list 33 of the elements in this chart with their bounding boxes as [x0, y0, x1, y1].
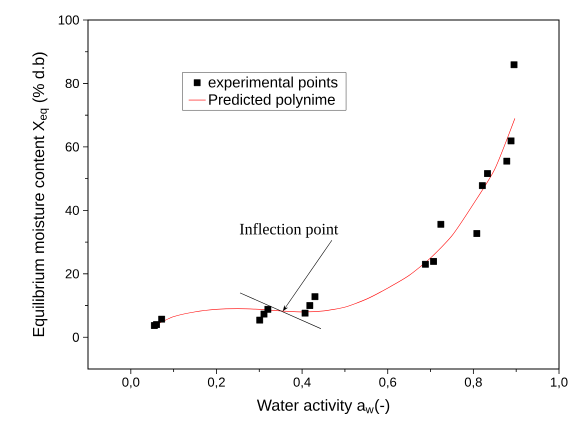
x-tick-label: 0,6	[379, 378, 396, 388]
point	[422, 260, 429, 268]
point	[430, 258, 437, 265]
point	[256, 316, 264, 324]
x-tick-label: 0,8	[464, 378, 482, 388]
x-tick-label: 0,4	[294, 378, 311, 388]
point	[306, 302, 314, 309]
point	[153, 321, 160, 328]
y-tick-label: 60	[66, 142, 79, 152]
legend-label: experimental points	[208, 76, 338, 91]
x-tick-label: 1,0	[550, 378, 568, 388]
point	[478, 182, 486, 190]
x-axis-title: Water activity a$_{w}$(-)	[256, 399, 390, 414]
point	[503, 158, 510, 165]
point	[473, 230, 480, 237]
point	[264, 306, 272, 313]
annotation: Inflection point	[240, 223, 338, 238]
y-axis-title: Equilibrium moisture content X$_{eq}$ (% d.b)	[32, 52, 49, 336]
point	[302, 310, 308, 317]
y-tick-label: 0	[72, 332, 79, 342]
y-tick-label: 40	[65, 206, 79, 215]
point	[484, 170, 491, 177]
point	[312, 293, 318, 300]
point	[158, 316, 166, 323]
x-tick-label: 0,0	[122, 378, 140, 388]
point	[510, 61, 518, 68]
point	[508, 137, 514, 144]
y-tick-label: 20	[66, 269, 79, 278]
point	[437, 220, 444, 228]
y-tick-label: 80	[66, 78, 79, 88]
legend-label: Predicted polynime	[209, 94, 335, 108]
y-tick-label: 100	[58, 15, 79, 25]
x-tick-label: 0,2	[208, 378, 225, 388]
